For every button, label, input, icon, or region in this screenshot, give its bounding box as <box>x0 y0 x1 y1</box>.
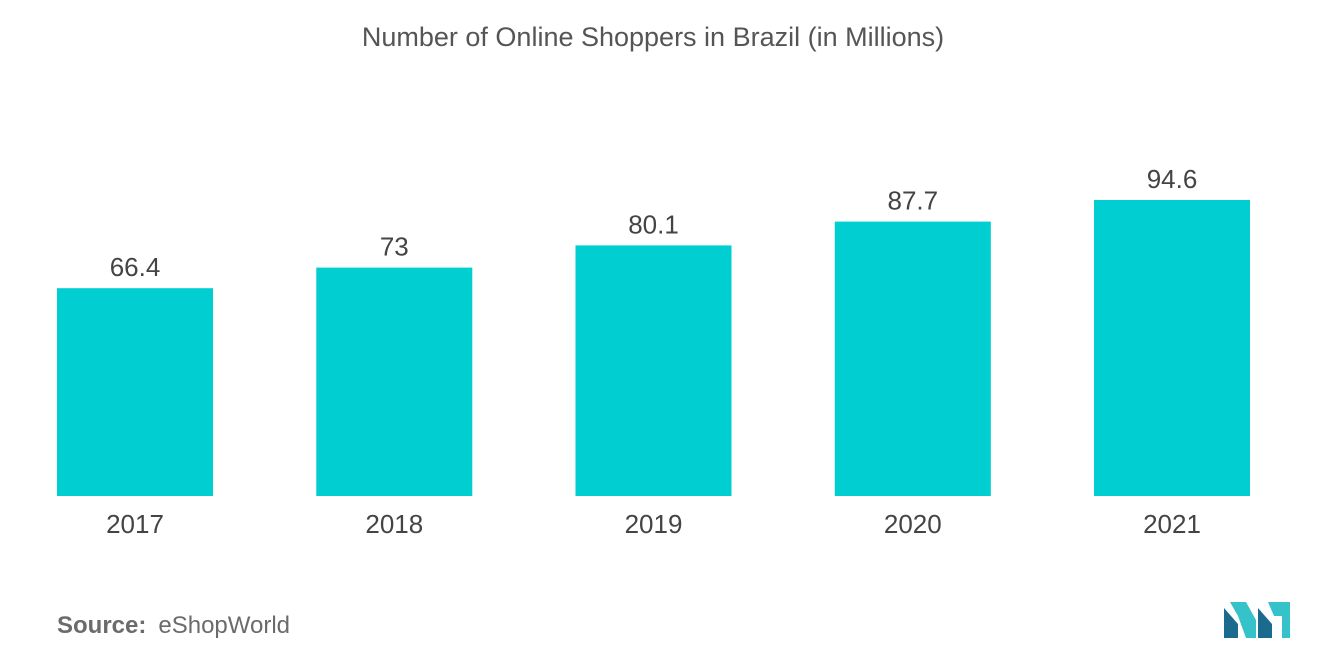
value-label-2020: 87.7 <box>887 186 938 216</box>
value-label-2017: 66.4 <box>110 252 161 282</box>
category-label-2020: 2020 <box>884 509 942 539</box>
logo-shape-right <box>1268 602 1290 638</box>
source-label: Source: <box>57 612 147 639</box>
source-line: Source: eShopWorld <box>57 612 290 640</box>
logo-shape-mid-left <box>1230 602 1256 638</box>
category-label-2019: 2019 <box>625 509 683 539</box>
brand-logo-icon <box>1224 602 1290 638</box>
logo-shape-left <box>1224 608 1238 638</box>
bar-2018 <box>316 267 473 496</box>
bar-2020 <box>834 221 991 496</box>
category-label-2018: 2018 <box>365 509 423 539</box>
bar-2017 <box>57 288 213 496</box>
bar-chart: 66.4 2017 73 2018 80.1 2019 87.7 2020 94.6 2021 <box>57 164 1250 539</box>
value-label-2019: 80.1 <box>628 209 679 239</box>
category-label-2021: 2021 <box>1143 509 1201 539</box>
category-label-2017: 2017 <box>106 509 164 539</box>
bar-2019 <box>575 245 732 496</box>
logo-shape-mid-right <box>1258 608 1272 638</box>
chart-title: Number of Online Shoppers in Brazil (in … <box>361 22 945 52</box>
value-label-2018: 73 <box>380 232 409 262</box>
bar-2021 <box>1094 200 1250 496</box>
source-value: eShopWorld <box>158 612 290 639</box>
value-label-2021: 94.6 <box>1147 164 1198 194</box>
